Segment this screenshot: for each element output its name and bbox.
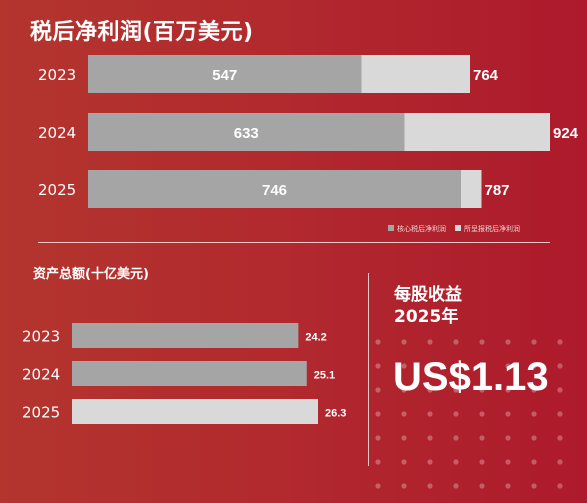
pattern-dot: [531, 387, 537, 393]
pattern-dot: [375, 363, 381, 369]
pattern-dot: [375, 459, 381, 465]
total-assets-bar: [72, 361, 307, 386]
pattern-dot: [505, 483, 511, 489]
total-assets-value: 24.2: [305, 332, 326, 344]
pattern-dot: [505, 387, 511, 393]
pattern-dot: [401, 387, 407, 393]
pattern-dot: [505, 363, 511, 369]
section-divider: [38, 242, 550, 243]
pattern-dot: [427, 387, 433, 393]
legend-label: 所呈报税后净利润: [464, 224, 520, 233]
assets-year-label: 2025: [22, 404, 60, 422]
pattern-dot: [505, 435, 511, 441]
pattern-dot: [401, 483, 407, 489]
pattern-dot: [479, 459, 485, 465]
pattern-dot: [453, 387, 459, 393]
pattern-dot: [505, 411, 511, 417]
total-assets-bar: [72, 323, 299, 348]
pattern-dot: [479, 387, 485, 393]
pattern-dot: [557, 411, 563, 417]
pattern-dot: [375, 411, 381, 417]
reported-profit-value: 787: [485, 182, 510, 199]
net-profit-title: 税后净利润(百万美元): [30, 20, 254, 45]
core-profit-value: 633: [234, 125, 259, 142]
pattern-dot: [453, 435, 459, 441]
pattern-dot: [427, 435, 433, 441]
pattern-dot: [453, 459, 459, 465]
total-assets-value: 25.1: [314, 370, 335, 382]
pattern-dot: [531, 435, 537, 441]
net-profit-year-label: 2025: [38, 181, 76, 199]
pattern-dot: [453, 483, 459, 489]
pattern-dot: [453, 363, 459, 369]
reported-profit-value: 924: [553, 125, 579, 142]
pattern-dot: [427, 339, 433, 345]
net-profit-year-label: 2024: [38, 124, 76, 142]
pattern-dot: [531, 483, 537, 489]
total-assets-value: 26.3: [325, 408, 346, 420]
pattern-dot: [375, 435, 381, 441]
dot-pattern: [375, 339, 563, 489]
pattern-dot: [427, 363, 433, 369]
eps-label-line1: 每股收益: [394, 285, 462, 305]
pattern-dot: [479, 483, 485, 489]
pattern-dot: [427, 483, 433, 489]
reported-profit-value: 764: [473, 67, 499, 84]
assets-year-label: 2023: [22, 328, 60, 346]
pattern-dot: [401, 459, 407, 465]
pattern-dot: [375, 339, 381, 345]
pattern-dot: [557, 483, 563, 489]
total-assets-title: 资产总额(十亿美元): [33, 267, 149, 282]
pattern-dot: [479, 363, 485, 369]
pattern-dot: [557, 387, 563, 393]
eps-value: US$1.13: [393, 355, 549, 399]
eps-label-line2: 2025年: [394, 307, 459, 327]
pattern-dot: [427, 411, 433, 417]
core-profit-value: 746: [262, 182, 287, 199]
pattern-dot: [557, 339, 563, 345]
pattern-dot: [557, 435, 563, 441]
core-profit-value: 547: [212, 67, 237, 84]
pattern-dot: [557, 459, 563, 465]
pattern-dot: [375, 483, 381, 489]
pattern-dot: [401, 411, 407, 417]
pattern-dot: [375, 387, 381, 393]
core-profit-bar: [88, 113, 405, 151]
pattern-dot: [401, 339, 407, 345]
pattern-dot: [531, 411, 537, 417]
net-profit-year-label: 2023: [38, 66, 76, 84]
pattern-dot: [557, 363, 563, 369]
eps-label: 每股收益 2025年: [394, 284, 462, 328]
pattern-dot: [479, 435, 485, 441]
pattern-dot: [505, 459, 511, 465]
pattern-dot: [401, 363, 407, 369]
eps-divider: [368, 273, 369, 466]
pattern-dot: [531, 459, 537, 465]
legend-label: 核心税后净利润: [397, 224, 446, 233]
total-assets-bar: [72, 399, 318, 424]
pattern-dot: [453, 411, 459, 417]
pattern-dot: [401, 435, 407, 441]
pattern-dot: [479, 339, 485, 345]
legend-swatch: [455, 225, 461, 231]
pattern-dot: [505, 339, 511, 345]
core-profit-bar: [88, 55, 362, 93]
core-profit-bar: [88, 170, 461, 208]
pattern-dot: [479, 411, 485, 417]
pattern-dot: [453, 339, 459, 345]
assets-year-label: 2024: [22, 366, 60, 384]
pattern-dot: [531, 339, 537, 345]
legend-swatch: [388, 225, 394, 231]
pattern-dot: [427, 459, 433, 465]
pattern-dot: [531, 363, 537, 369]
